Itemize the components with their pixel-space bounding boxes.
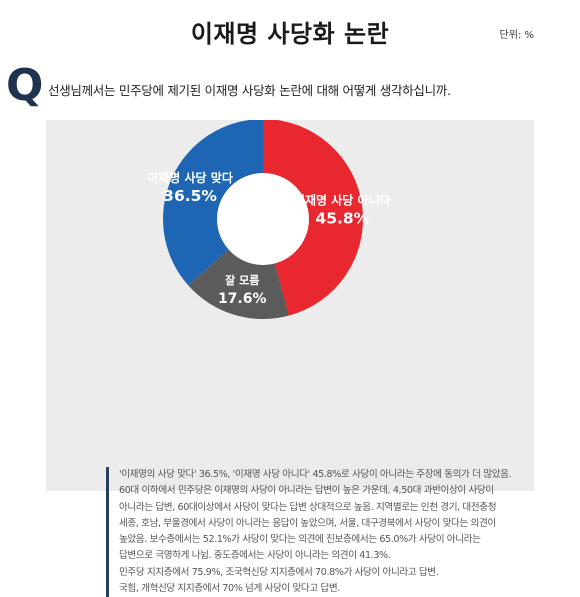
slice-value-label: 45.8% bbox=[315, 210, 369, 228]
note-line: 답변으로 극명하게 나뉨. 중도층에서는 사당이 아니라는 의견이 41.3%. bbox=[119, 550, 391, 562]
donut-chart: 이재명 사당 아니다 45.8% 잘 모름 17.6% 이재명 사당 맞다 36.5% bbox=[147, 120, 391, 319]
note-line: 세종, 호남, 부울경에서 사당이 아니라는 응답이 높았으며, 서울, 대구경… bbox=[119, 517, 496, 529]
unit-label: 단위: % bbox=[499, 30, 534, 41]
slice-category-label: 이재명 사당 맞다 bbox=[147, 170, 233, 185]
question-mark-icon: Q bbox=[6, 60, 44, 111]
slice-category-label: 이재명 사당 아니다 bbox=[294, 193, 391, 208]
note-line: 높았음. 보수층에서는 52.1%가 사당이 맞다는 의견에 진보층에서는 65… bbox=[119, 534, 481, 546]
note-line: 아니라는 답변, 60대이상에서 사당이 맞다는 답변 상대적으로 높음. 지역… bbox=[119, 501, 497, 513]
chart-title: 이재명 사당화 논란 bbox=[190, 20, 390, 48]
slice-category-label: 잘 모름 bbox=[225, 274, 259, 287]
slice-private bbox=[163, 120, 263, 286]
donut-hole bbox=[217, 173, 309, 265]
note-line: 60대 이하에서 민주당은 이재명의 사당이 아니라는 답변이 높은 가운데, … bbox=[119, 485, 494, 497]
slice-labels: 이재명 사당 아니다 45.8% 잘 모름 17.6% 이재명 사당 맞다 36.5% bbox=[147, 170, 390, 307]
chart-panel: 이재명 사당 아니다 45.8% 잘 모름 17.6% 이재명 사당 맞다 36.5% '… bbox=[46, 120, 534, 597]
note-line: '이재명의 사당 맞다' 36.5%, '이재명 사당 아니다' 45.8%로 … bbox=[119, 469, 512, 480]
slice-value-label: 36.5% bbox=[163, 187, 217, 205]
slice-not-private bbox=[263, 120, 363, 316]
analysis-notes: '이재명의 사당 맞다' 36.5%, '이재명 사당 아니다' 45.8%로 … bbox=[106, 467, 580, 597]
slice-value-label: 17.6% bbox=[218, 291, 267, 307]
note-line: 국힘, 개혁신당 지지층에서 70% 넘게 사당이 맞다고 답변. bbox=[119, 583, 340, 595]
note-line: 민주당 지지층에서 75.9%, 조국혁신당 지지층에서 70.8%가 사당이 … bbox=[119, 566, 439, 578]
survey-question: 선생님께서는 민주당에 제기된 이재명 사당화 논란에 대해 어떻게 생각하십니… bbox=[48, 83, 451, 98]
